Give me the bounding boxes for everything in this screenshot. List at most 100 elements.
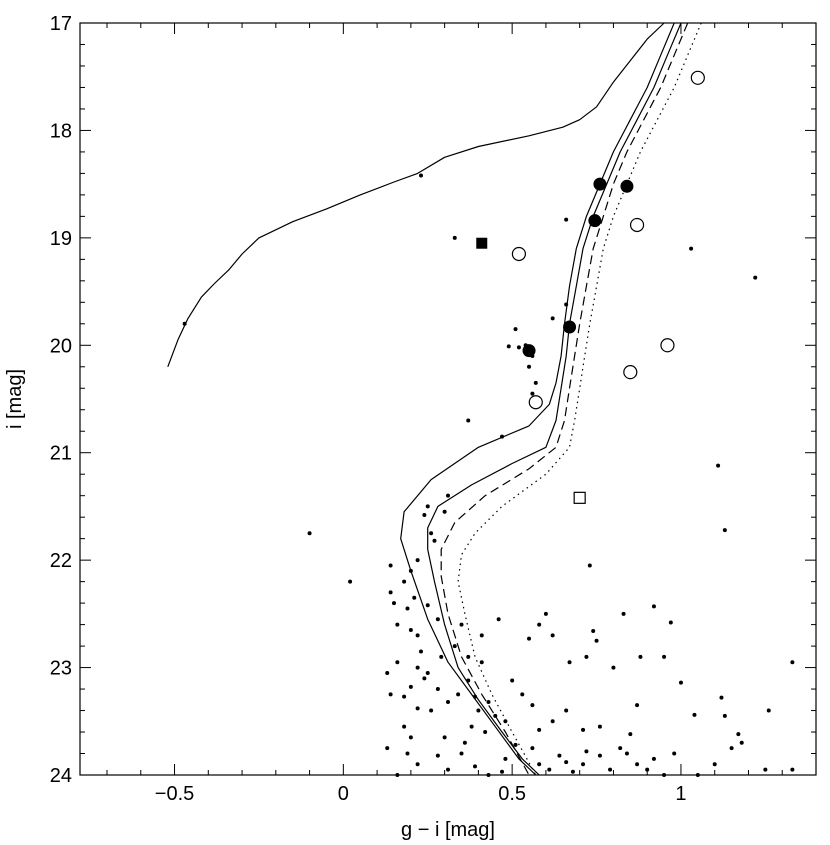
small-dot-point bbox=[422, 676, 427, 681]
small-dot-point bbox=[408, 568, 413, 573]
filled-circle-point bbox=[620, 179, 634, 193]
small-dot-point bbox=[689, 246, 694, 251]
small-dot-point bbox=[439, 654, 444, 659]
filled-square-point bbox=[476, 237, 488, 249]
small-dot-point bbox=[543, 611, 548, 616]
small-dot-point bbox=[766, 708, 771, 713]
small-dot-point bbox=[415, 665, 420, 670]
small-dot-point bbox=[500, 769, 505, 774]
small-dot-point bbox=[564, 760, 569, 765]
small-dot-point bbox=[564, 708, 569, 713]
small-dot-point bbox=[537, 727, 542, 732]
small-dot-point bbox=[456, 692, 461, 697]
filled-circle-point bbox=[522, 344, 536, 358]
small-dot-point bbox=[446, 493, 450, 498]
small-dot-point bbox=[418, 649, 423, 654]
open-circle-point bbox=[690, 70, 705, 85]
y-tick-label: 22 bbox=[50, 550, 72, 572]
small-dot-point bbox=[462, 740, 467, 745]
small-dot-point bbox=[307, 531, 312, 536]
small-dot-point bbox=[513, 742, 518, 747]
small-dot-point bbox=[736, 732, 741, 737]
small-dot-point bbox=[527, 636, 532, 641]
small-dot-point bbox=[722, 528, 727, 533]
small-dot-point bbox=[388, 590, 393, 595]
small-dot-point bbox=[435, 687, 440, 692]
small-dot-point bbox=[753, 275, 758, 280]
small-dot-point bbox=[550, 633, 555, 638]
small-dot-point bbox=[550, 316, 555, 321]
small-dot-point bbox=[537, 762, 542, 767]
small-dot-point bbox=[446, 699, 450, 704]
small-dot-point bbox=[635, 762, 640, 767]
small-dot-point bbox=[628, 732, 633, 737]
small-dot-point bbox=[412, 595, 417, 600]
small-dot-point bbox=[385, 746, 390, 751]
small-dot-point bbox=[459, 622, 464, 627]
small-dot-point bbox=[425, 670, 430, 675]
small-dot-point bbox=[348, 579, 353, 584]
small-dot-point bbox=[479, 660, 484, 665]
small-dot-point bbox=[581, 762, 586, 767]
small-dot-point bbox=[695, 773, 700, 777]
small-dot-point bbox=[621, 611, 626, 616]
small-dot-point bbox=[608, 767, 613, 772]
small-dot-point bbox=[503, 756, 508, 761]
small-dot-point bbox=[513, 327, 518, 332]
open-circle-point bbox=[629, 217, 645, 233]
small-dot-point bbox=[452, 644, 457, 649]
small-dot-point bbox=[500, 434, 505, 439]
small-dot-point bbox=[483, 730, 488, 735]
small-dot-point bbox=[611, 665, 616, 670]
open-circle-point bbox=[660, 338, 675, 353]
small-dot-point bbox=[716, 463, 721, 468]
small-dot-point bbox=[466, 654, 471, 659]
small-dot-point bbox=[432, 538, 437, 543]
open-square-point bbox=[573, 491, 586, 504]
y-tick-label: 18 bbox=[50, 120, 72, 142]
open-circle-point bbox=[623, 365, 638, 380]
small-dot-point bbox=[624, 751, 629, 756]
small-dot-point bbox=[692, 712, 697, 717]
y-tick-label: 23 bbox=[50, 658, 72, 680]
y-axis-title: i [mag] bbox=[4, 369, 26, 429]
small-dot-point bbox=[503, 719, 508, 724]
small-dot-point bbox=[446, 767, 450, 772]
small-dot-point bbox=[466, 678, 471, 683]
small-dot-point bbox=[570, 769, 575, 774]
small-dot-point bbox=[466, 418, 471, 423]
small-dot-point bbox=[479, 633, 484, 638]
small-dot-point bbox=[442, 509, 447, 514]
small-dot-point bbox=[763, 767, 768, 772]
isochrone-curve-5-dotted bbox=[457, 22, 702, 776]
small-dot-point bbox=[486, 699, 491, 704]
small-dot-point bbox=[486, 773, 491, 777]
small-dot-point bbox=[388, 692, 393, 697]
small-dot-point bbox=[564, 217, 569, 222]
small-dot-point bbox=[638, 654, 643, 659]
isochrone-curve-3-solid bbox=[400, 22, 675, 776]
small-dot-point bbox=[385, 670, 390, 675]
isochrone-curve-4-dashed bbox=[440, 22, 689, 776]
small-dot-point bbox=[391, 601, 396, 606]
small-dot-point bbox=[415, 706, 420, 711]
x-tick-label: 1 bbox=[675, 783, 686, 805]
small-dot-point bbox=[408, 735, 413, 740]
small-dot-point bbox=[618, 746, 623, 751]
small-dot-point bbox=[530, 746, 535, 751]
small-dot-point bbox=[790, 767, 795, 772]
small-dot-point bbox=[408, 627, 413, 632]
small-dot-point bbox=[662, 654, 667, 659]
isochrone-curve-2-solid bbox=[427, 22, 682, 776]
small-dot-point bbox=[435, 753, 440, 758]
x-tick-label: 0 bbox=[338, 783, 349, 805]
small-dot-point bbox=[591, 629, 596, 634]
small-dot-point bbox=[429, 531, 434, 536]
small-dot-point bbox=[668, 620, 673, 625]
small-dot-point bbox=[182, 321, 187, 326]
small-dot-point bbox=[662, 773, 667, 777]
open-circle-point bbox=[511, 246, 526, 262]
small-dot-point bbox=[672, 751, 677, 756]
y-tick-label: 21 bbox=[50, 443, 72, 465]
